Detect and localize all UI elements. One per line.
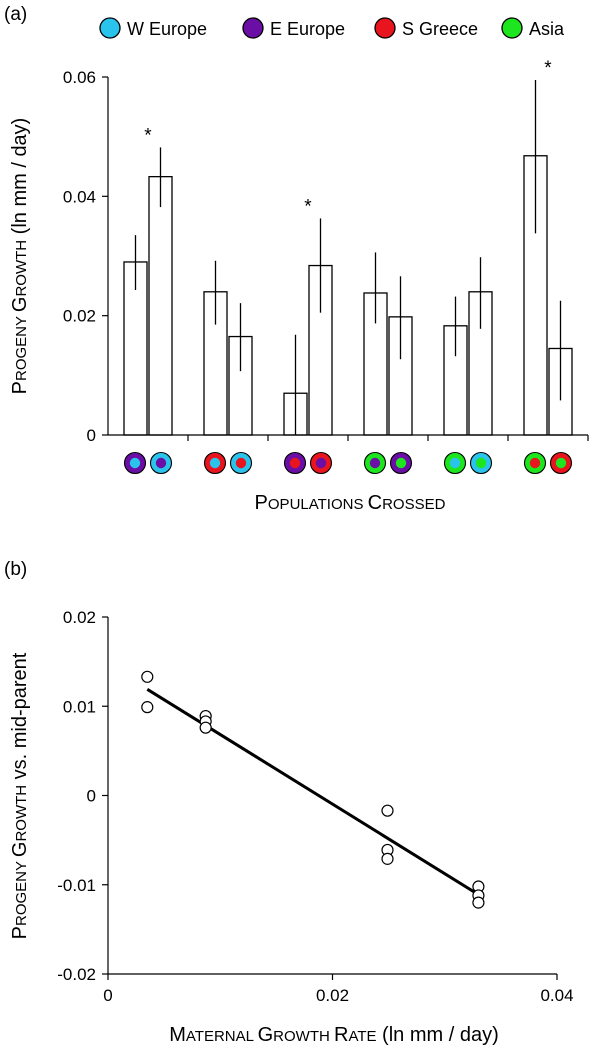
y-tick-label: -0.01 xyxy=(57,876,96,895)
scatter-point xyxy=(141,670,154,683)
panel-a-label: (a) xyxy=(4,4,27,25)
category-center-e-europe xyxy=(315,457,327,469)
category-center-s-greece xyxy=(289,457,301,469)
legend: W Europe E Europe S Greece Asia xyxy=(99,17,565,39)
y-ticks: 0 0.02 0.04 0.06 xyxy=(63,68,108,445)
error-bars xyxy=(134,79,562,435)
y-axis-title: PROGENY GROWTH (ln mm / day) xyxy=(9,118,31,395)
data-points xyxy=(141,670,485,909)
legend-swatch-w-europe xyxy=(99,17,121,39)
y-tick-label: 0.02 xyxy=(63,608,96,627)
y-ticks: -0.02 -0.01 0 0.01 0.02 xyxy=(57,608,108,984)
scatter-point xyxy=(472,896,485,909)
significance-star: * xyxy=(304,196,312,217)
x-axis-title: POPULATIONS CROSSED xyxy=(255,492,446,514)
x-axis-title: MATERNAL GROWTH RATE (ln mm / day) xyxy=(169,1024,499,1046)
x-ticks: 0 0.02 0.04 xyxy=(103,974,574,1005)
panel-b-scatter-chart: (b) -0.02 -0.01 0 0.01 0.02 0 0.02 0.04 PROGEN… xyxy=(4,559,574,1046)
legend-label-s-greece: S Greece xyxy=(402,19,478,39)
y-tick-label: 0.06 xyxy=(63,68,96,87)
category-center-w-europe xyxy=(129,457,141,469)
category-center-e-europe xyxy=(155,457,167,469)
y-tick-label: -0.02 xyxy=(57,965,96,984)
category-markers xyxy=(123,451,573,475)
y-tick-label: 0.01 xyxy=(63,697,96,716)
bar xyxy=(148,175,173,436)
x-tick-label: 0 xyxy=(103,986,112,1005)
y-tick-label: 0.02 xyxy=(63,307,96,326)
y-tick-label: 0 xyxy=(87,426,96,445)
regression-line xyxy=(146,688,480,896)
significance-markers: * * * xyxy=(144,58,552,217)
legend-swatch-e-europe xyxy=(242,17,264,39)
significance-star: * xyxy=(144,125,152,146)
category-center-w-europe xyxy=(209,457,221,469)
x-ticks xyxy=(187,435,589,441)
panel-b-label: (b) xyxy=(4,559,27,580)
y-axis-title: PROGENY GROWTH vs. mid-parent xyxy=(9,652,31,939)
category-center-s-greece xyxy=(235,457,247,469)
category-center-asia xyxy=(395,457,407,469)
significance-star: * xyxy=(544,58,552,79)
bars xyxy=(123,155,573,436)
category-center-s-greece xyxy=(529,457,541,469)
x-tick-label: 0.04 xyxy=(540,986,573,1005)
y-tick-label: 0 xyxy=(87,787,96,806)
category-center-asia xyxy=(555,457,567,469)
legend-swatch-s-greece xyxy=(374,17,396,39)
y-tick-label: 0.04 xyxy=(63,187,96,206)
legend-swatch-asia xyxy=(501,17,523,39)
legend-label-asia: Asia xyxy=(529,19,565,39)
scatter-point xyxy=(141,701,154,714)
category-center-w-europe xyxy=(449,457,461,469)
scatter-point xyxy=(381,804,394,817)
legend-label-w-europe: W Europe xyxy=(127,19,207,39)
category-center-e-europe xyxy=(369,457,381,469)
scatter-point xyxy=(381,852,394,865)
legend-label-e-europe: E Europe xyxy=(270,19,345,39)
category-center-asia xyxy=(475,457,487,469)
x-tick-label: 0.02 xyxy=(316,986,349,1005)
panel-a-bar-chart: (a) W Europe E Europe S Greece Asia * * * 0 0.… xyxy=(4,4,589,514)
scatter-point xyxy=(199,721,212,734)
